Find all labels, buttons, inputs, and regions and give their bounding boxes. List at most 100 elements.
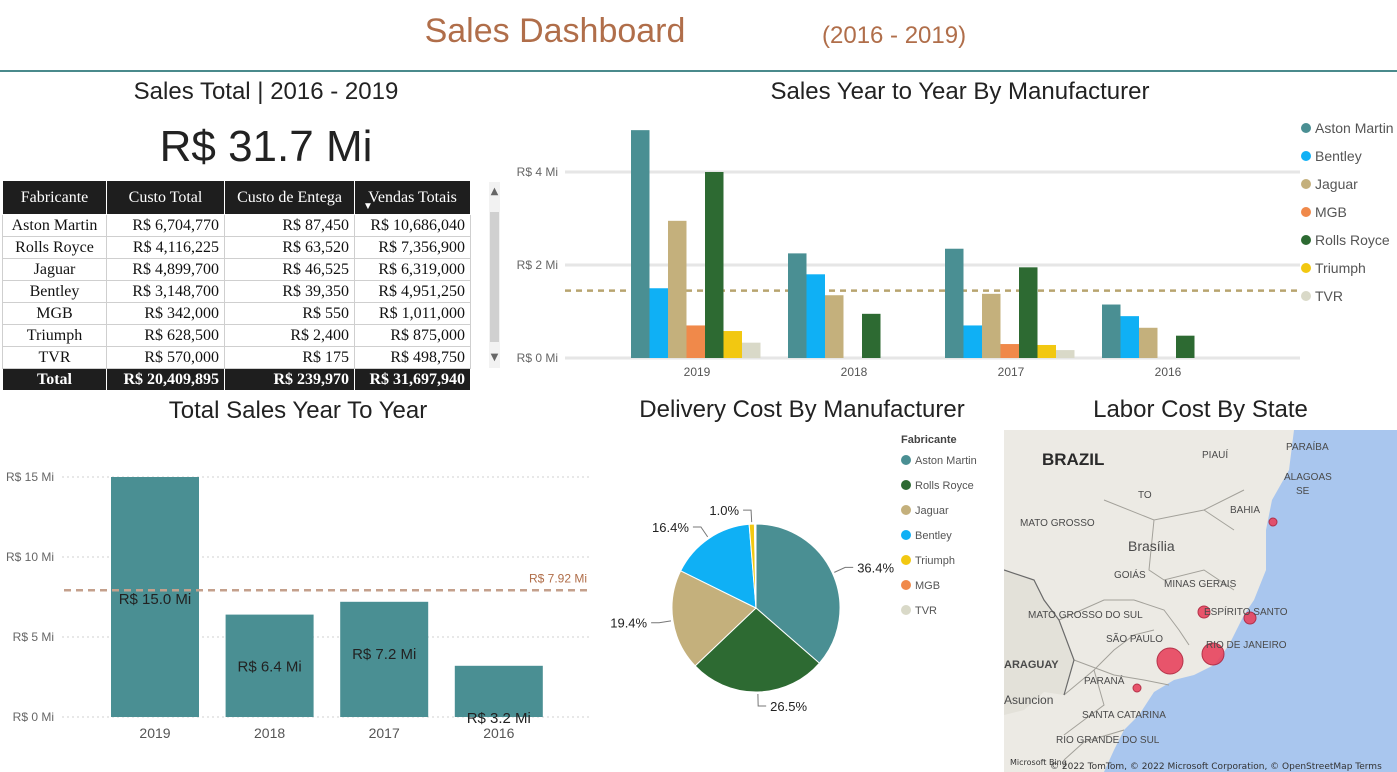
cell-fabricante: Bentley xyxy=(2,280,107,303)
map-label: SE xyxy=(1296,486,1310,497)
total-sales-title: Total Sales Year To Year xyxy=(168,397,428,424)
cell-value: R$ 498,750 xyxy=(354,346,471,369)
table-row[interactable]: Aston Martin R$ 6,704,770 R$ 87,450 R$ 10,6… xyxy=(2,214,471,237)
bar-rolls-royce xyxy=(1019,267,1038,358)
bar-aston-martin xyxy=(631,130,650,358)
legend-label[interactable]: Rolls Royce xyxy=(915,480,974,492)
map-label: Asuncion xyxy=(1004,693,1053,707)
table-row[interactable]: MGB R$ 342,000 R$ 550 R$ 1,011,000 xyxy=(2,302,471,325)
cell-value: R$ 7,356,900 xyxy=(354,236,471,259)
y-tick-label: R$ 0 Mi xyxy=(517,351,558,365)
scroll-down-icon[interactable]: ▼ xyxy=(490,352,499,363)
land-mass xyxy=(1004,430,1294,772)
table-row[interactable]: Bentley R$ 3,148,700 R$ 39,350 R$ 4,951,250 xyxy=(2,280,471,303)
bar-jaguar xyxy=(825,295,844,358)
leader-line xyxy=(743,509,753,523)
bar-jaguar xyxy=(982,293,1001,358)
bar-triumph xyxy=(723,331,742,358)
map-label: ALAGOAS xyxy=(1284,472,1332,483)
cell-value: R$ 3,148,700 xyxy=(106,280,225,303)
country-border xyxy=(1004,569,1075,696)
bar-total-sales xyxy=(340,601,429,717)
legend-marker xyxy=(1301,207,1311,217)
cell-value: R$ 46,525 xyxy=(224,258,355,281)
cell-value: R$ 39,350 xyxy=(224,280,355,303)
map-label: SANTA CATARINA xyxy=(1082,710,1166,721)
map-attribution[interactable]: © 2022 TomTom, © 2022 Microsoft Corporat… xyxy=(1050,762,1382,772)
legend-marker xyxy=(1301,235,1311,245)
table-row[interactable]: Rolls Royce R$ 4,116,225 R$ 63,520 R$ 7,356… xyxy=(2,236,471,259)
legend-label[interactable]: Bentley xyxy=(1315,148,1362,164)
col-header-fabricante[interactable]: Fabricante xyxy=(2,180,107,215)
x-tick-label: 2016 xyxy=(1155,365,1182,379)
legend-label[interactable]: Rolls Royce xyxy=(1315,232,1390,248)
legend-label[interactable]: Jaguar xyxy=(1315,176,1358,192)
pie-slice-tvr[interactable] xyxy=(754,523,757,609)
total-value: R$ 31,697,940 xyxy=(354,368,471,391)
legend-label[interactable]: TVR xyxy=(1315,288,1343,304)
table-row[interactable]: Triumph R$ 628,500 R$ 2,400 R$ 875,000 xyxy=(2,324,471,347)
header-divider xyxy=(0,70,1397,72)
legend-label[interactable]: Aston Martin xyxy=(1315,120,1394,136)
legend-label[interactable]: Jaguar xyxy=(915,505,949,517)
col-header-custo-entrega[interactable]: Custo de Entega xyxy=(224,180,355,215)
bar-bentley xyxy=(1120,316,1139,358)
legend-label[interactable]: Bentley xyxy=(915,530,952,542)
labor-cost-title: Labor Cost By State xyxy=(1093,396,1308,423)
data-label: R$ 7.2 Mi xyxy=(352,646,416,663)
page-subtitle: (2016 - 2019) xyxy=(822,22,967,49)
bar-aston-martin xyxy=(945,248,964,358)
table-row[interactable]: TVR R$ 570,000 R$ 175 R$ 498,750 xyxy=(2,346,471,369)
total-value: R$ 20,409,895 xyxy=(106,368,225,391)
bar-total-sales xyxy=(454,665,543,717)
legend-label[interactable]: Aston Martin xyxy=(915,455,977,467)
bar-mgb xyxy=(1000,344,1019,358)
y-tick-label: R$ 10 Mi xyxy=(6,550,54,564)
map-canvas[interactable]: BRAZIL PIAUÍ PARAÍBA ALAGOAS SE TO BAHIA MATO G… xyxy=(1004,430,1397,772)
state-bubble[interactable] xyxy=(1201,642,1225,666)
legend-label[interactable]: Triumph xyxy=(1315,260,1366,276)
state-bubble[interactable] xyxy=(1132,683,1142,693)
state-bubble[interactable] xyxy=(1156,647,1184,675)
scroll-up-icon[interactable]: ▲ xyxy=(490,186,499,197)
cell-value: R$ 4,899,700 xyxy=(106,258,225,281)
legend-label[interactable]: MGB xyxy=(1315,204,1347,220)
cell-value: R$ 2,400 xyxy=(224,324,355,347)
yoy-manufacturer-title: Sales Year to Year By Manufacturer xyxy=(770,78,1150,105)
table-scroll-thumb[interactable] xyxy=(490,212,499,342)
legend-label[interactable]: TVR xyxy=(915,605,937,617)
data-label: R$ 15.0 Mi xyxy=(119,591,192,608)
cell-fabricante: Rolls Royce xyxy=(2,236,107,259)
pie-slice-jaguar[interactable] xyxy=(671,570,757,667)
pie-slice-aston-martin[interactable] xyxy=(755,523,841,664)
map-label: TO xyxy=(1138,490,1152,501)
y-tick-label: R$ 5 Mi xyxy=(13,630,54,644)
bar-tvr xyxy=(742,342,761,358)
total-value: R$ 239,970 xyxy=(224,368,355,391)
state-bubble[interactable] xyxy=(1268,517,1278,527)
bar-rolls-royce xyxy=(705,172,724,358)
pie-slice-bentley[interactable] xyxy=(680,523,757,609)
legend-label[interactable]: Triumph xyxy=(915,555,955,567)
table-total-row: Total R$ 20,409,895 R$ 239,970 R$ 31,697,94… xyxy=(2,368,471,391)
table-row[interactable]: Jaguar R$ 4,899,700 R$ 46,525 R$ 6,319,000 xyxy=(2,258,471,281)
col-header-custo-total[interactable]: Custo Total xyxy=(106,180,225,215)
pie-data-label: 36.4% xyxy=(857,560,894,575)
x-tick-label: 2019 xyxy=(139,725,170,741)
legend-marker xyxy=(901,605,911,615)
legend-marker xyxy=(1301,179,1311,189)
labor-cost-map[interactable]: BRAZIL PIAUÍ PARAÍBA ALAGOAS SE TO BAHIA MATO G… xyxy=(1004,430,1397,772)
cell-value: R$ 628,500 xyxy=(106,324,225,347)
y-tick-label: R$ 0 Mi xyxy=(13,710,54,724)
state-bubble[interactable] xyxy=(1243,611,1257,625)
bar-rolls-royce xyxy=(1176,335,1195,358)
manufacturer-table: Fabricante Custo Total Custo de Entega V… xyxy=(2,180,471,391)
map-label: BRAZIL xyxy=(1042,450,1104,469)
bar-aston-martin xyxy=(788,253,807,358)
pie-slice-rolls-royce[interactable] xyxy=(694,607,821,693)
vendas-totais-label: Vendas Totais xyxy=(368,188,457,206)
state-bubble[interactable] xyxy=(1197,605,1211,619)
legend-label[interactable]: MGB xyxy=(915,580,940,592)
col-header-vendas-totais[interactable]: Vendas Totais ▼ xyxy=(354,180,471,215)
leader-line xyxy=(834,566,854,573)
